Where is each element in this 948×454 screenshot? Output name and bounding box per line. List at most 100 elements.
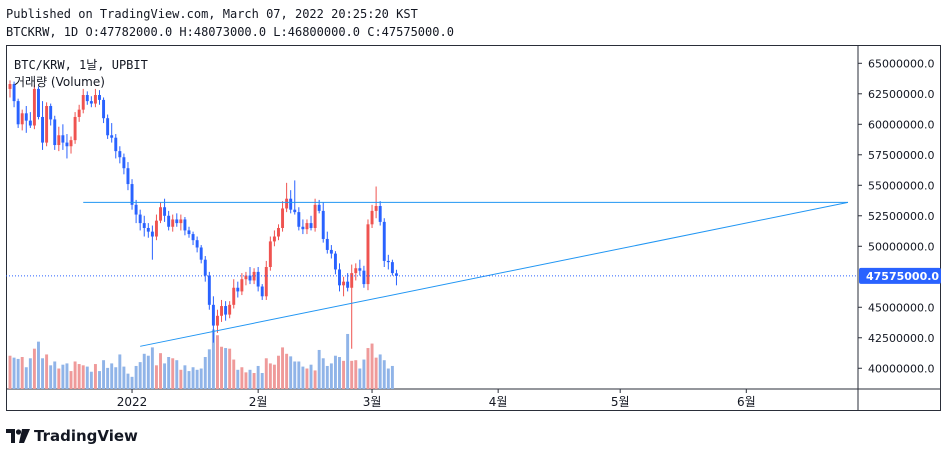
volume-bar: [366, 348, 370, 389]
volume-bar: [281, 347, 285, 389]
candle-body: [277, 227, 280, 237]
candle-body: [146, 227, 150, 232]
volume-bar: [317, 349, 321, 389]
candle-body: [272, 236, 276, 242]
candle-body: [354, 268, 358, 274]
candle-body: [342, 281, 346, 286]
candle-body: [12, 84, 16, 102]
candle-body: [211, 304, 215, 326]
volume-bar: [191, 367, 195, 389]
candle-body: [293, 209, 297, 213]
candle-body: [167, 215, 171, 227]
y-tick-label: 65000000.0: [868, 57, 934, 70]
candle-body: [171, 219, 175, 227]
volume-bar: [154, 365, 158, 389]
volume-bar: [382, 360, 386, 389]
candle-body: [228, 304, 232, 315]
volume-bar: [309, 364, 313, 389]
volume-bar: [118, 354, 122, 389]
volume-bar: [114, 367, 118, 389]
y-tick-label: 45000000.0: [868, 301, 934, 314]
volume-bar: [57, 368, 61, 389]
x-tick-label: 6월: [737, 395, 756, 409]
volume-bar: [106, 367, 110, 389]
candle-body: [102, 99, 106, 119]
candle-body: [32, 88, 36, 126]
volume-bar: [264, 358, 268, 389]
candle-body: [220, 306, 223, 316]
y-tick-label: 42500000.0: [868, 332, 934, 345]
candle-body: [338, 269, 341, 286]
candle-body: [207, 275, 211, 305]
volume-bar: [167, 357, 171, 389]
candle-body: [325, 238, 329, 250]
volume-bar: [126, 373, 130, 389]
candle-body: [45, 105, 49, 143]
volume-bar: [285, 353, 289, 389]
candle-body: [106, 118, 110, 136]
volume-bar: [93, 364, 97, 389]
candle-body: [110, 135, 114, 138]
candle-body: [73, 116, 77, 141]
candle-body: [24, 113, 28, 121]
x-tick-label: 3월: [363, 395, 382, 409]
volume-bar: [268, 363, 272, 389]
volume-bar: [362, 359, 366, 389]
candle-body: [321, 210, 325, 239]
volume-bar: [370, 343, 374, 389]
volume-bar: [32, 348, 36, 389]
tradingview-logo: TradingView: [6, 427, 138, 445]
published-caption: Published on TradingView.com, March 07, …: [6, 7, 418, 21]
candle-body: [37, 88, 40, 117]
volume-bar: [354, 360, 358, 389]
volume-bar: [325, 365, 329, 389]
candle-body: [394, 273, 398, 276]
volume-bar: [150, 347, 154, 389]
candle-body: [8, 84, 12, 89]
volume-bar: [163, 363, 167, 389]
candle-body: [175, 219, 179, 224]
candle-body: [49, 105, 53, 120]
volume-bar: [37, 341, 40, 389]
candle-body: [382, 221, 386, 261]
volume-bar: [89, 371, 93, 389]
volume-bar: [289, 356, 293, 389]
volume-bar: [207, 349, 211, 389]
volume-bar: [187, 371, 191, 389]
volume-bar: [244, 372, 248, 389]
chart-frame[interactable]: [6, 45, 941, 411]
candle-body: [232, 287, 236, 305]
volume-bar: [256, 365, 260, 389]
volume-bar: [228, 348, 232, 389]
candle-body: [240, 279, 244, 292]
candle-body: [183, 219, 187, 231]
volume-bar: [81, 365, 85, 389]
candle-body: [256, 271, 260, 287]
y-tick-label: 50000000.0: [868, 240, 934, 253]
tradingview-logo-icon: [6, 429, 30, 443]
volume-bar: [134, 365, 138, 389]
volume-bar: [277, 355, 280, 389]
candle-body: [142, 223, 146, 228]
brand-name: TradingView: [34, 427, 138, 445]
volume-bar: [85, 366, 89, 389]
volume-bar: [358, 368, 362, 389]
candle-body: [203, 259, 207, 276]
volume-bar: [122, 366, 126, 389]
candle-body: [20, 113, 24, 125]
volume-bar: [203, 357, 207, 389]
volume-bar: [195, 369, 199, 389]
volume-bar: [142, 353, 146, 389]
candle-body: [195, 240, 199, 248]
volume-bar: [159, 353, 162, 389]
volume-bar: [236, 369, 240, 389]
volume-bar: [183, 365, 187, 389]
candle-body: [224, 306, 228, 315]
volume-bar: [313, 370, 317, 389]
candle-body: [236, 287, 240, 292]
x-tick-label: 2022: [117, 395, 148, 409]
candle-body: [159, 207, 162, 221]
candle-body: [77, 109, 81, 117]
volume-bar: [138, 362, 142, 389]
